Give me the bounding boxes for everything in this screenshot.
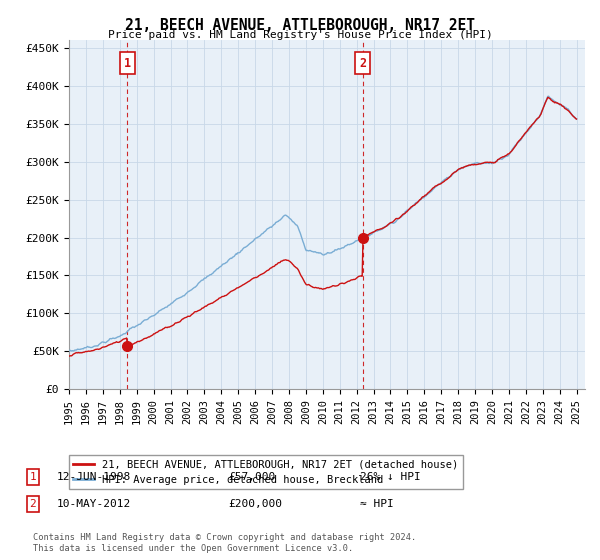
Text: £57,000: £57,000: [228, 472, 275, 482]
Text: Contains HM Land Registry data © Crown copyright and database right 2024.
This d: Contains HM Land Registry data © Crown c…: [33, 534, 416, 553]
Text: ≈ HPI: ≈ HPI: [360, 499, 394, 509]
Text: 26% ↓ HPI: 26% ↓ HPI: [360, 472, 421, 482]
Text: £200,000: £200,000: [228, 499, 282, 509]
Legend: 21, BEECH AVENUE, ATTLEBOROUGH, NR17 2ET (detached house), HPI: Average price, d: 21, BEECH AVENUE, ATTLEBOROUGH, NR17 2ET…: [69, 455, 463, 489]
Text: 1: 1: [29, 472, 37, 482]
Text: 10-MAY-2012: 10-MAY-2012: [57, 499, 131, 509]
Text: 12-JUN-1998: 12-JUN-1998: [57, 472, 131, 482]
Text: 2: 2: [29, 499, 37, 509]
Text: 21, BEECH AVENUE, ATTLEBOROUGH, NR17 2ET: 21, BEECH AVENUE, ATTLEBOROUGH, NR17 2ET: [125, 18, 475, 33]
Text: 1: 1: [124, 57, 131, 69]
Text: 2: 2: [359, 57, 366, 69]
Text: Price paid vs. HM Land Registry's House Price Index (HPI): Price paid vs. HM Land Registry's House …: [107, 30, 493, 40]
